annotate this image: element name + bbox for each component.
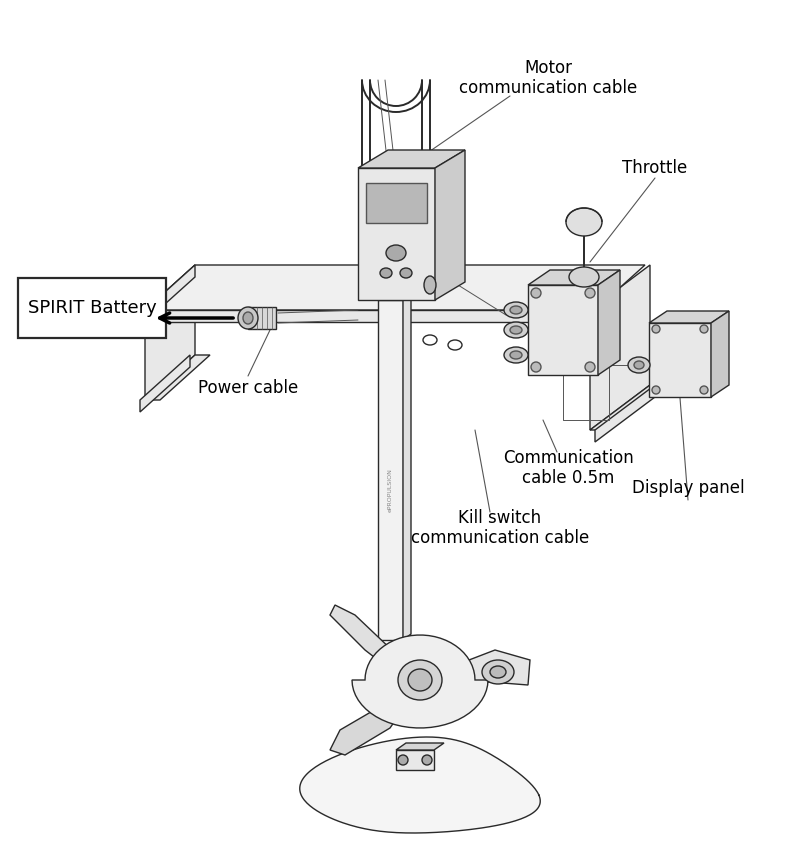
Ellipse shape <box>504 322 528 338</box>
Ellipse shape <box>243 312 253 324</box>
Ellipse shape <box>566 208 602 236</box>
Ellipse shape <box>652 386 660 394</box>
Ellipse shape <box>482 660 514 684</box>
Polygon shape <box>145 355 210 400</box>
Polygon shape <box>595 385 655 442</box>
Ellipse shape <box>652 325 660 333</box>
Ellipse shape <box>510 351 522 359</box>
Ellipse shape <box>531 288 541 298</box>
Ellipse shape <box>398 755 408 765</box>
Ellipse shape <box>398 660 442 700</box>
Polygon shape <box>300 737 540 833</box>
Ellipse shape <box>490 666 506 678</box>
Polygon shape <box>358 168 435 300</box>
Ellipse shape <box>424 276 436 294</box>
Polygon shape <box>396 743 444 750</box>
Polygon shape <box>145 310 595 322</box>
Text: Communication
cable 0.5m: Communication cable 0.5m <box>502 449 634 488</box>
Ellipse shape <box>585 362 595 372</box>
Ellipse shape <box>386 245 406 261</box>
Polygon shape <box>403 294 411 640</box>
Text: Power cable: Power cable <box>198 379 298 397</box>
Text: SPIRIT Battery: SPIRIT Battery <box>28 299 156 317</box>
Polygon shape <box>248 307 276 329</box>
Ellipse shape <box>423 335 437 345</box>
Polygon shape <box>145 265 645 310</box>
Text: ePROPULSION: ePROPULSION <box>387 468 393 512</box>
Polygon shape <box>430 650 530 688</box>
Ellipse shape <box>569 267 599 287</box>
Ellipse shape <box>400 268 412 278</box>
Polygon shape <box>649 311 729 323</box>
Polygon shape <box>711 311 729 397</box>
Polygon shape <box>435 150 465 300</box>
Polygon shape <box>330 688 415 755</box>
Polygon shape <box>378 300 403 640</box>
Polygon shape <box>528 270 620 285</box>
Ellipse shape <box>380 268 392 278</box>
Polygon shape <box>145 265 195 400</box>
Polygon shape <box>330 605 415 685</box>
Text: Display panel: Display panel <box>632 479 744 497</box>
Ellipse shape <box>422 755 432 765</box>
Ellipse shape <box>504 302 528 318</box>
Ellipse shape <box>700 386 708 394</box>
Polygon shape <box>590 385 665 430</box>
Polygon shape <box>528 285 598 375</box>
Ellipse shape <box>504 347 528 363</box>
Polygon shape <box>358 150 465 168</box>
Ellipse shape <box>238 307 258 329</box>
Ellipse shape <box>700 325 708 333</box>
Polygon shape <box>145 265 195 322</box>
Ellipse shape <box>585 288 595 298</box>
Ellipse shape <box>510 306 522 314</box>
Ellipse shape <box>448 340 462 350</box>
Text: Throttle: Throttle <box>622 159 688 177</box>
Polygon shape <box>649 323 711 397</box>
Ellipse shape <box>634 361 644 369</box>
Polygon shape <box>598 270 620 375</box>
Ellipse shape <box>531 362 541 372</box>
Bar <box>18 278 166 338</box>
Polygon shape <box>140 355 190 412</box>
Polygon shape <box>366 183 427 223</box>
Ellipse shape <box>510 326 522 334</box>
Text: Motor
communication cable: Motor communication cable <box>459 59 637 97</box>
Polygon shape <box>590 265 650 430</box>
Polygon shape <box>396 750 434 770</box>
Ellipse shape <box>408 669 432 691</box>
Text: Kill switch
communication cable: Kill switch communication cable <box>411 508 589 547</box>
Polygon shape <box>352 635 488 728</box>
Ellipse shape <box>628 357 650 373</box>
